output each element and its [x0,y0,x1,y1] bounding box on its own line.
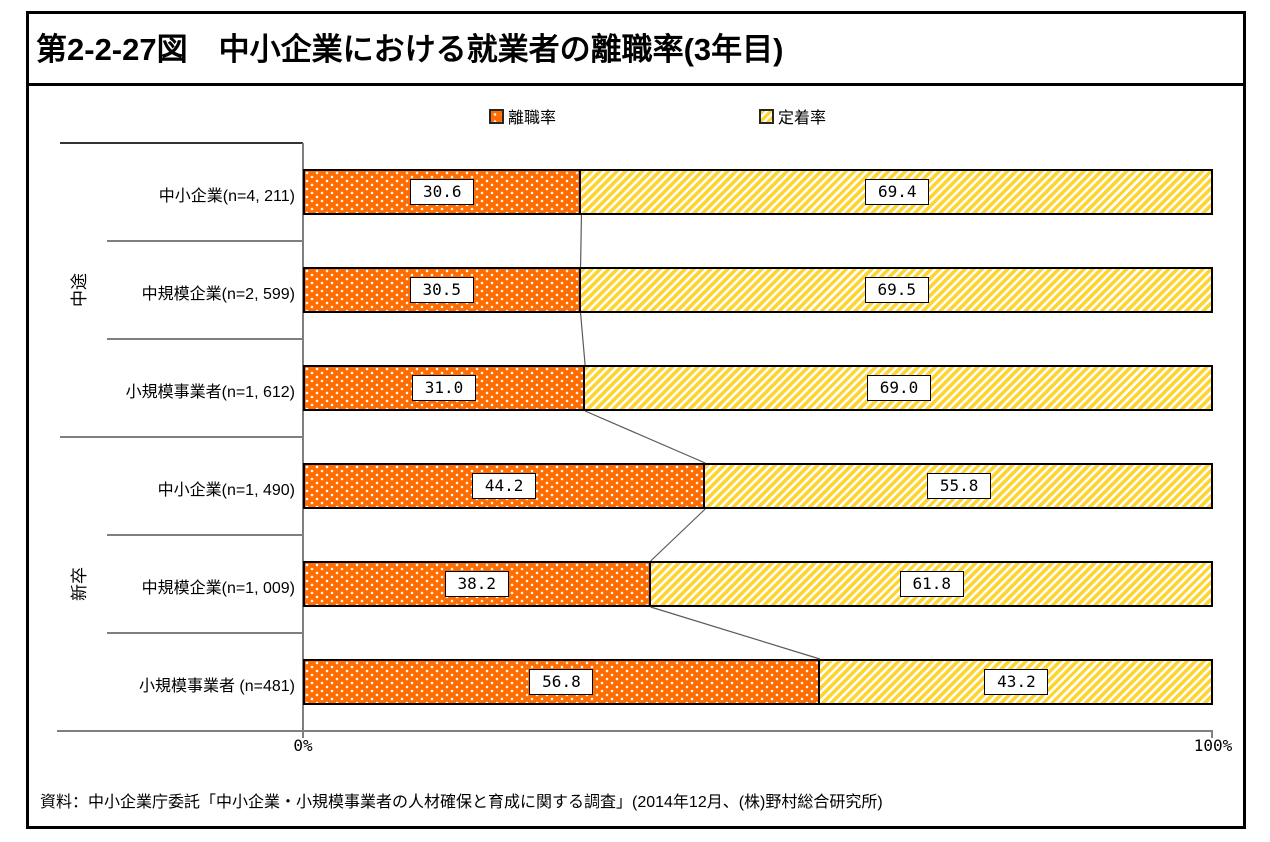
figure-frame [26,11,1246,829]
category-label: 小規模事業者 (n=481) [138,678,295,695]
group-boundary-line [60,436,303,438]
category-label: 中規模企業(n=1, 009) [141,580,295,597]
legend-item-leave: 離職率 [489,106,557,127]
source-note: 資料：中小企業庁委託「中小企業・小規模事業者の人材確保と育成に関する調査」(20… [40,794,883,811]
title-separator [26,83,1246,86]
x-axis-line [57,730,1213,732]
category-divider-line [107,534,303,536]
x-axis-min-label: 0% [293,736,313,755]
stay-rate-swatch-icon [759,108,774,124]
category-axis-line [302,143,304,738]
value-label-stay: 43.2 [984,669,1049,695]
value-label-leave: 31.0 [412,375,477,401]
x-axis-100-tick [1211,731,1213,738]
value-label-leave: 30.6 [410,179,475,205]
value-label-stay: 69.5 [864,277,929,303]
legend-label-leave: 離職率 [508,110,557,127]
category-label: 中小企業(n=1, 490) [157,482,295,499]
figure-title: 第2-2-27図 中小企業における就業者の離職率(3年目) [36,32,784,67]
category-label: 小規模事業者(n=1, 612) [125,384,295,401]
value-label-stay: 69.0 [867,375,932,401]
bar-segment-stay [703,463,1213,509]
value-label-leave: 56.8 [529,669,594,695]
bar-segment-leave [303,463,706,509]
value-label-leave: 30.5 [409,277,474,303]
legend-item-stay: 定着率 [759,106,827,127]
leave-rate-swatch-icon [489,108,504,124]
category-divider-line [107,240,303,242]
group-label-1: 新卒 [70,567,89,601]
category-label: 中小企業(n=4, 211) [158,188,295,205]
bar-segment-leave [303,365,586,411]
value-label-leave: 38.2 [444,571,509,597]
group-label-0: 中途 [70,273,89,307]
category-divider-line [107,632,303,634]
legend-label-stay: 定着率 [778,110,827,127]
value-label-leave: 44.2 [472,473,537,499]
group-boundary-line [60,142,303,144]
value-label-stay: 61.8 [899,571,964,597]
value-label-stay: 55.8 [927,473,992,499]
category-divider-line [107,338,303,340]
category-label: 中規模企業(n=2, 599) [141,286,295,303]
value-label-stay: 69.4 [865,179,930,205]
x-axis-max-label: 100% [1193,736,1233,755]
